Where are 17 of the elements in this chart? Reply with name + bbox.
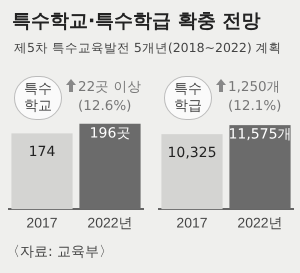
text: 특수학교 — [14, 76, 62, 120]
text: (12.6%) — [78, 98, 132, 114]
data-label: 196곳 — [90, 125, 130, 142]
data-label: 174 — [28, 144, 56, 160]
x-tick-label: 2022년 — [87, 214, 133, 230]
text: 1,250개 — [227, 78, 281, 96]
chart-subtitle: 제5차 특수교육발전 5개년(2018~2022) 계획 — [14, 40, 282, 57]
text: 특수학급 — [164, 76, 212, 120]
x-tick-label: 2017 — [176, 214, 208, 230]
data-label: 11,575개 — [228, 126, 292, 143]
chart-title: 특수학교·특수학급 확충 전망 — [12, 9, 260, 34]
x-tick-label: 2017 — [26, 214, 58, 230]
text: 22곳 이상 — [77, 78, 142, 96]
text: (12.1%) — [228, 98, 282, 114]
x-tick-label: 2022년 — [237, 214, 283, 230]
text: 〈자료: 교육부〉 — [6, 243, 114, 261]
data-label: 10,325 — [168, 144, 216, 161]
